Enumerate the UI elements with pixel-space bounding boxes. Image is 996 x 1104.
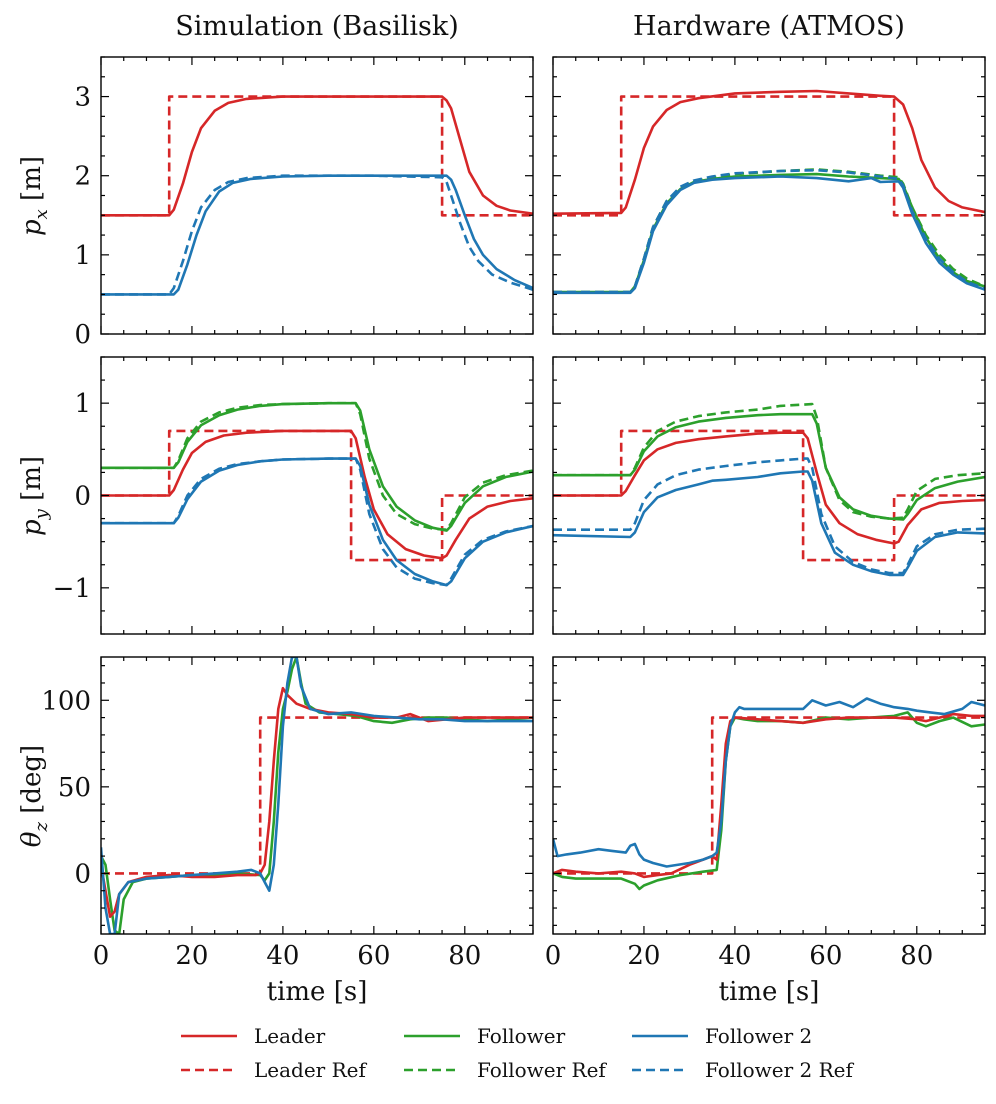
- legend-item: Leader Ref: [181, 1058, 367, 1082]
- series-leader-ref: [101, 716, 533, 875]
- panel-1: [552, 56, 986, 335]
- y-tick-label: 0: [74, 859, 91, 889]
- x-tick-label: 80: [900, 941, 933, 971]
- y-tick-label: 2: [74, 162, 91, 192]
- x-tick-label: 40: [718, 941, 751, 971]
- panel-3: [552, 356, 986, 635]
- series-follower-2: [101, 174, 533, 296]
- series-leader-ref: [553, 95, 985, 217]
- legend-item: Leader: [181, 1024, 326, 1048]
- series-follower-2: [101, 657, 533, 934]
- y-tick-label: 1: [74, 241, 91, 271]
- ylabel-px: px [m]: [17, 156, 52, 236]
- x-tick-label: 60: [357, 941, 390, 971]
- series-follower: [553, 711, 985, 891]
- y-tick-label: 50: [58, 773, 91, 803]
- legend-label: Follower 2: [705, 1024, 812, 1048]
- panel-2: −1 0 1: [53, 356, 534, 635]
- series-leader-ref: [101, 95, 533, 217]
- ylabel-theta: θz [deg]: [17, 745, 52, 847]
- legend-label: Leader: [254, 1024, 326, 1048]
- y-tick-label: 100: [41, 686, 91, 716]
- x-tick-label: 40: [266, 941, 299, 971]
- legend-label: Follower: [477, 1024, 566, 1048]
- series-leader-ref: [101, 429, 533, 562]
- series-leader: [101, 686, 533, 919]
- series-follower-ref: [101, 174, 533, 296]
- x-tick-label: 80: [448, 941, 481, 971]
- legend-item: Follower Ref: [404, 1058, 607, 1082]
- column-title-simulation: Simulation (Basilisk): [175, 11, 459, 42]
- legend-item: Follower: [404, 1024, 566, 1048]
- legend: Leader Leader Ref Follower Follower Ref Foll…: [181, 1024, 855, 1082]
- x-tick-label: 60: [809, 941, 842, 971]
- ylabel-py: py [m]: [17, 456, 52, 536]
- y-tick-label: 1: [74, 389, 91, 419]
- legend-item: Follower 2: [632, 1024, 812, 1048]
- x-tick-label: 0: [545, 941, 562, 971]
- series-follower: [101, 401, 533, 532]
- column-title-hardware: Hardware (ATMOS): [633, 11, 905, 42]
- x-tick-label: 0: [93, 941, 110, 971]
- panel-5: 0 20 40 60 80: [545, 656, 986, 971]
- plot-frame: [100, 656, 534, 935]
- plot-frame: [552, 656, 986, 935]
- plot-frame: [100, 56, 534, 335]
- x-tick-label: 20: [175, 941, 208, 971]
- series-leader: [553, 712, 985, 879]
- legend-label: Leader Ref: [254, 1058, 367, 1082]
- series-follower-2: [553, 697, 985, 868]
- series-follower-2: [553, 470, 985, 577]
- panel-4: 0 20 40 60 80 0 50 100: [41, 656, 534, 971]
- legend-label: Follower Ref: [477, 1058, 607, 1082]
- series-follower: [553, 412, 985, 521]
- y-tick-label: 0: [74, 482, 91, 512]
- series-follower-ref: [553, 402, 985, 520]
- series-leader: [101, 95, 533, 217]
- legend-label: Follower 2 Ref: [705, 1058, 855, 1082]
- series-follower-2: [553, 175, 985, 295]
- series-leader: [553, 431, 985, 545]
- x-tick-label: 20: [627, 941, 660, 971]
- series-follower-2-ref: [553, 457, 985, 575]
- series-follower-2: [101, 457, 533, 587]
- xlabel-right: time [s]: [719, 977, 820, 1007]
- series-leader-ref: [553, 716, 985, 875]
- legend-item: Follower 2 Ref: [632, 1058, 855, 1082]
- series-leader: [553, 89, 985, 215]
- series-leader: [101, 429, 533, 560]
- xlabel-left: time [s]: [267, 977, 368, 1007]
- y-tick-label: −1: [53, 574, 91, 604]
- series-follower: [101, 657, 533, 934]
- series-leader-ref: [553, 429, 985, 562]
- series-follower-ref: [101, 401, 533, 532]
- panel-0: 0 1 2 3: [74, 56, 534, 350]
- y-tick-label: 0: [74, 320, 91, 350]
- y-tick-label: 3: [74, 83, 91, 113]
